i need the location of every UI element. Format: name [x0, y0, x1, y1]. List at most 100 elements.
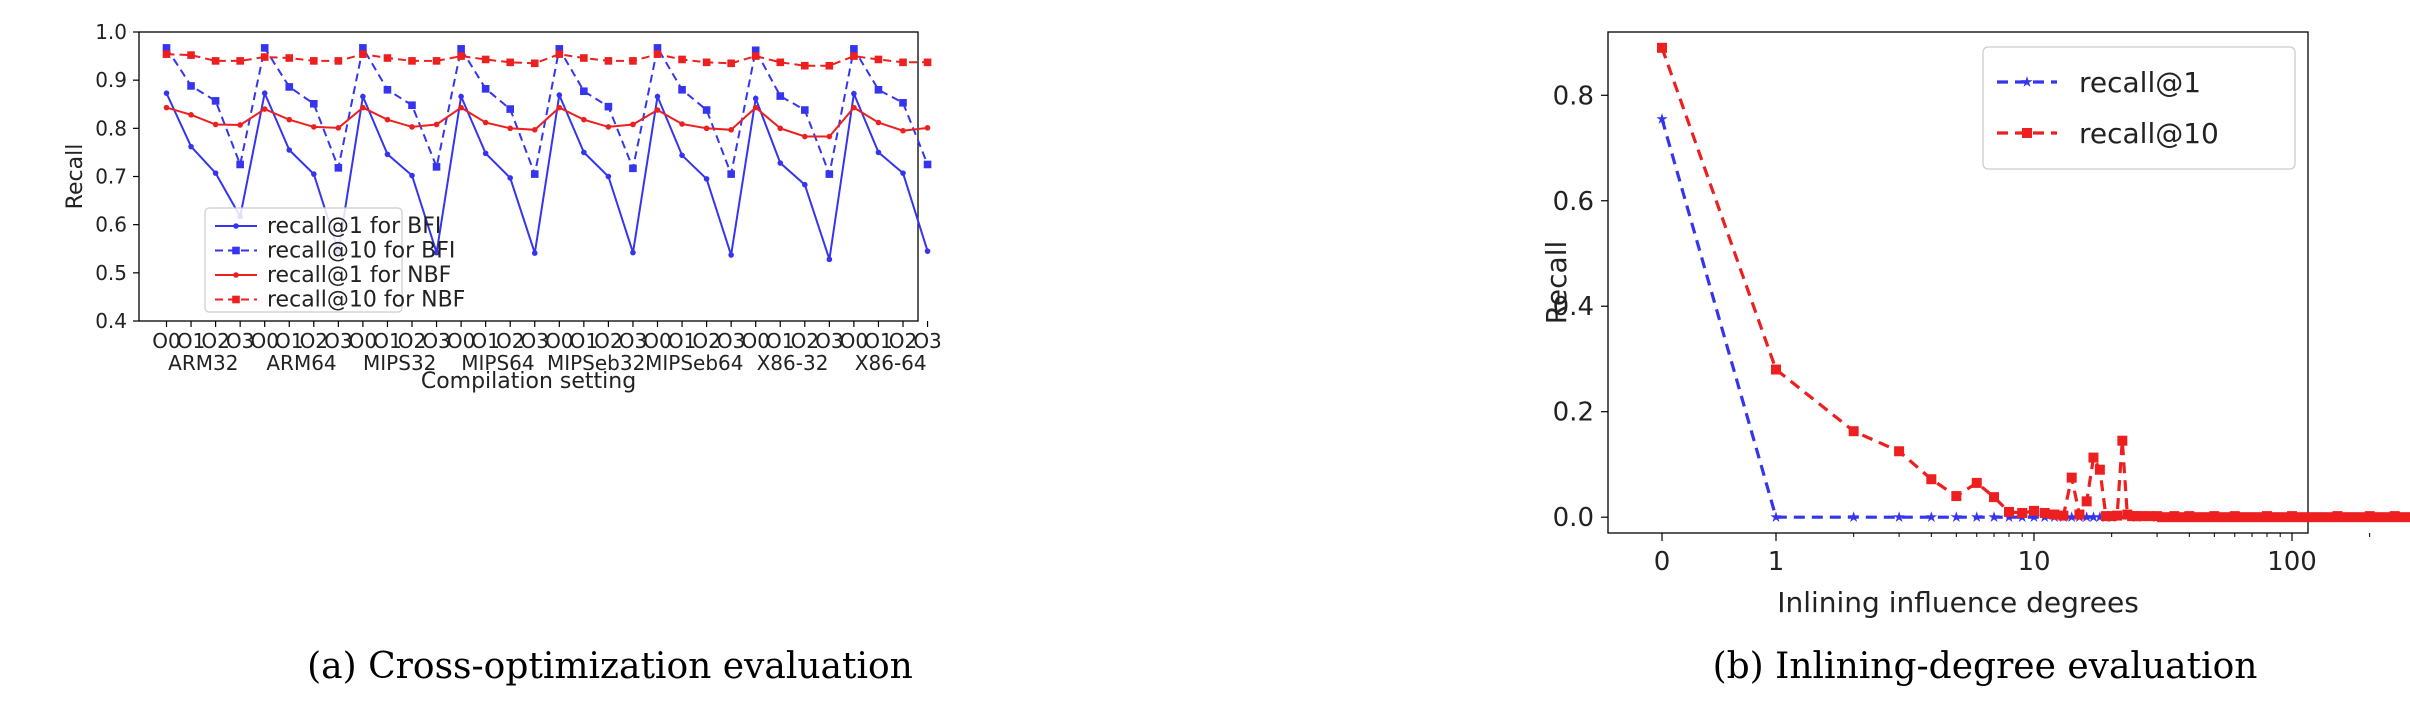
legend-marker	[2022, 128, 2032, 138]
data-point	[162, 50, 171, 58]
data-point	[384, 151, 391, 158]
data-point	[286, 147, 293, 153]
data-point	[2094, 511, 2106, 522]
data-point	[261, 106, 268, 112]
x-group-label: X86-64	[855, 351, 927, 375]
data-point	[237, 122, 243, 128]
data-point	[678, 55, 686, 64]
data-point	[163, 90, 170, 96]
legend-box	[204, 207, 403, 313]
data-point	[629, 164, 637, 173]
data-point	[163, 104, 170, 111]
data-point	[2112, 510, 2123, 521]
data-point	[187, 51, 195, 59]
data-point	[432, 163, 441, 171]
legend-label: recall@1	[2079, 66, 2201, 99]
legend-box	[1982, 46, 2296, 170]
data-point	[802, 181, 808, 188]
data-point	[850, 45, 858, 53]
data-point	[899, 99, 907, 107]
data-point	[1951, 491, 1962, 502]
y-tick-label: 0.5	[95, 261, 127, 285]
data-point	[457, 45, 465, 53]
data-point	[188, 112, 194, 118]
caption: (a) Cross-optimization evaluation	[307, 646, 913, 687]
data-point	[2028, 511, 2040, 522]
x-tick-label: O2	[201, 329, 229, 353]
data-point	[383, 86, 392, 94]
data-point	[432, 57, 441, 65]
data-point	[2049, 509, 2060, 520]
data-point	[359, 44, 367, 52]
x-tick-label: O3	[422, 329, 450, 353]
x-tick-label: O2	[496, 329, 524, 353]
x-tick-label: O0	[349, 329, 377, 353]
x-tick-label: O1	[668, 329, 696, 353]
x-tick-label: 10	[2017, 547, 2050, 577]
data-point	[507, 175, 513, 181]
data-point	[653, 50, 662, 58]
data-point	[211, 57, 220, 65]
data-point	[457, 52, 465, 60]
data-point	[924, 125, 931, 131]
x-tick-label: O0	[545, 329, 573, 353]
data-point	[900, 170, 906, 176]
data-point	[604, 57, 613, 65]
data-point	[211, 97, 220, 105]
data-point	[2066, 511, 2078, 522]
data-point	[776, 92, 785, 100]
y-tick-label: 0.8	[95, 116, 127, 140]
y-tick-label: 0.6	[1553, 187, 1594, 217]
data-point	[260, 53, 269, 61]
data-point	[801, 106, 809, 114]
data-point	[654, 93, 661, 100]
data-point	[556, 104, 563, 111]
data-point	[1989, 492, 2000, 503]
data-point	[408, 57, 416, 65]
x-group-label: MIPSeb64	[645, 351, 743, 375]
data-point	[212, 121, 219, 128]
data-point	[923, 160, 932, 169]
x-tick-label: O2	[398, 329, 426, 353]
data-point	[2081, 511, 2093, 522]
data-point	[458, 93, 464, 100]
x-tick-label: O3	[717, 329, 745, 353]
x-group-label: X86-32	[757, 351, 829, 375]
legend-marker	[232, 295, 240, 304]
data-point	[482, 150, 489, 157]
data-point	[311, 124, 317, 130]
data-point	[1656, 113, 1668, 124]
data-point	[851, 90, 857, 97]
x-tick-label: O1	[177, 329, 205, 353]
y-tick-label: 0.7	[95, 165, 127, 189]
x-tick-label: O1	[373, 329, 401, 353]
data-point	[2017, 507, 2028, 518]
data-point	[580, 87, 588, 96]
data-point	[653, 44, 662, 52]
data-point	[923, 58, 932, 67]
data-point	[1925, 511, 1937, 522]
series-line	[165, 89, 929, 260]
data-point	[384, 116, 391, 123]
x-group-label: ARM64	[266, 351, 336, 375]
series-line	[165, 45, 929, 178]
legend-label: recall@1 for BFI	[267, 214, 441, 239]
data-point	[1770, 511, 1782, 522]
data-point	[2106, 511, 2117, 522]
data-point	[2029, 505, 2039, 516]
data-point	[678, 86, 686, 94]
data-point	[187, 82, 195, 90]
x-tick-label: O0	[250, 329, 278, 353]
data-point	[851, 104, 857, 111]
data-point	[2087, 511, 2100, 522]
x-group-label: MIPSeb32	[547, 351, 645, 375]
data-point	[1771, 364, 1781, 375]
y-tick-label: 0.9	[95, 68, 127, 92]
data-point	[703, 125, 710, 132]
dense-point-band	[2157, 512, 2410, 523]
data-point	[555, 45, 564, 53]
data-point	[1971, 511, 1983, 522]
data-point	[285, 54, 294, 62]
data-point	[310, 99, 318, 108]
